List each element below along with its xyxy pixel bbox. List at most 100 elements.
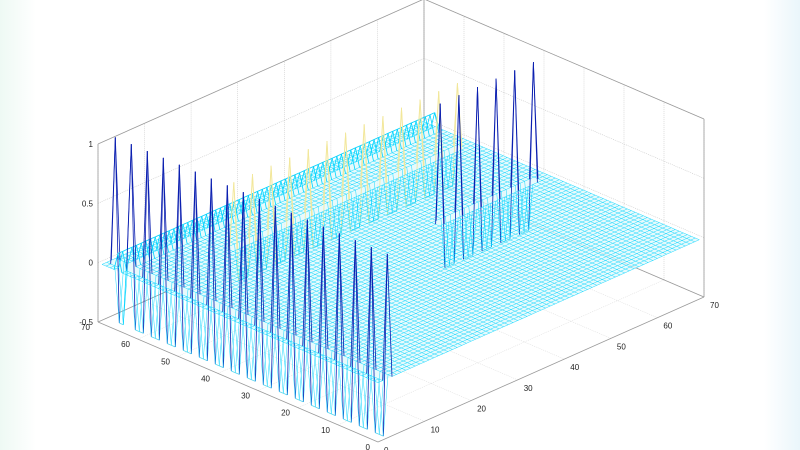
mesh-line	[418, 147, 423, 150]
mesh-line	[485, 159, 490, 163]
mesh-line	[448, 146, 454, 149]
mesh-line	[415, 99, 421, 203]
mesh-line	[450, 161, 455, 164]
mesh-line	[478, 171, 484, 174]
mesh-line	[426, 154, 431, 158]
mesh-line	[505, 162, 511, 166]
mesh-line	[488, 169, 493, 172]
mesh-line	[409, 151, 414, 155]
mesh-line	[354, 170, 359, 174]
mesh-line	[419, 168, 424, 171]
mesh-line	[521, 171, 527, 174]
mesh-line	[445, 136, 451, 140]
mesh-line	[408, 155, 413, 158]
mesh-line	[442, 161, 447, 164]
mesh-line	[373, 158, 379, 162]
mesh-line	[369, 139, 375, 156]
mesh-line	[355, 145, 361, 149]
mesh-line	[396, 107, 402, 211]
mesh-line	[461, 143, 467, 147]
mesh-line	[445, 165, 451, 168]
mesh-line	[466, 166, 472, 169]
mesh-line	[455, 157, 461, 160]
mesh-line	[387, 175, 393, 213]
mesh-line	[523, 164, 528, 167]
mesh-line	[484, 163, 489, 166]
mesh-line	[445, 139, 451, 142]
mesh-line	[456, 174, 462, 177]
mesh-line	[444, 174, 449, 178]
mesh-line	[424, 141, 429, 145]
mesh-line	[447, 155, 452, 159]
mesh-line	[539, 170, 544, 174]
mesh-line	[497, 163, 503, 166]
mesh-line	[370, 173, 376, 177]
mesh-line	[350, 171, 355, 174]
mesh-line	[362, 174, 367, 177]
mesh-line	[422, 171, 428, 175]
mesh-line	[411, 165, 416, 203]
mesh-line	[466, 172, 471, 175]
mesh-line	[453, 168, 459, 172]
mesh-line	[484, 165, 489, 169]
mesh-line	[448, 172, 453, 175]
mesh-line	[500, 170, 505, 173]
mesh-line	[464, 153, 470, 156]
mesh-line	[413, 175, 419, 179]
mesh-line	[432, 163, 438, 167]
mesh-line	[398, 161, 404, 165]
mesh-line	[466, 141, 472, 145]
mesh-line	[480, 159, 486, 163]
mesh-line	[438, 160, 443, 163]
mesh-line	[436, 146, 441, 150]
mesh-line	[429, 112, 435, 116]
mesh-line	[387, 152, 393, 156]
mesh-line	[390, 161, 395, 165]
mesh-line	[423, 167, 429, 171]
mesh-line	[398, 163, 403, 166]
mesh-line	[506, 158, 512, 162]
mesh-line	[446, 163, 451, 166]
mesh-line	[462, 166, 467, 169]
mesh-line	[513, 171, 518, 175]
mesh-line	[466, 169, 471, 173]
mesh-line	[408, 157, 413, 160]
mesh-line	[442, 159, 447, 163]
mesh-line	[423, 145, 428, 148]
mesh-line	[425, 116, 430, 137]
mesh-line	[480, 162, 485, 165]
mesh-line	[429, 114, 435, 135]
mesh-line	[350, 169, 355, 172]
mesh-line	[482, 173, 488, 176]
mesh-line	[425, 114, 431, 131]
mesh-line	[418, 149, 423, 152]
mesh-line	[424, 138, 429, 141]
mesh-line	[459, 158, 465, 162]
mesh-line	[501, 160, 507, 164]
mesh-line	[447, 153, 453, 157]
mesh-line	[372, 166, 377, 169]
mesh-line	[418, 151, 423, 154]
mesh-line	[461, 149, 466, 152]
mesh-line	[426, 173, 432, 177]
mesh-line	[428, 141, 433, 145]
mesh-line	[448, 170, 454, 174]
mesh-line	[414, 168, 420, 171]
mesh-line	[430, 152, 435, 156]
mesh-line	[441, 137, 447, 140]
mesh-line	[388, 131, 394, 148]
mesh-line	[507, 157, 512, 160]
mesh-line	[470, 143, 476, 147]
mesh-line	[498, 155, 504, 159]
mesh-line	[450, 163, 455, 166]
mesh-line	[426, 175, 431, 178]
mesh-line	[485, 154, 491, 157]
mesh-line	[411, 162, 417, 166]
mesh-line	[446, 157, 452, 161]
mesh-line	[417, 155, 422, 158]
mesh-line	[399, 157, 405, 161]
mesh-line	[388, 169, 394, 172]
mesh-line	[410, 144, 415, 147]
mesh-line	[404, 155, 409, 159]
